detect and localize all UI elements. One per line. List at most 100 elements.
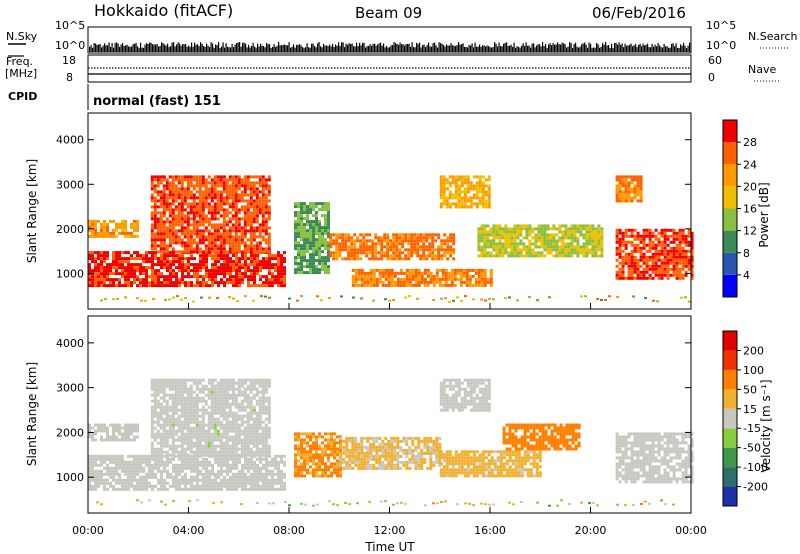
- nsky-bar: [303, 47, 305, 52]
- nsky-bar: [605, 42, 607, 52]
- nsky-bar: [173, 42, 175, 52]
- velocity-near-range-speckle: [96, 499, 675, 507]
- nsky-tick-top: 10^5: [55, 19, 85, 32]
- nsky-bar: [552, 43, 554, 52]
- nsky-bar: [627, 45, 629, 52]
- nsky-bar: [576, 46, 578, 52]
- power-region-8: [615, 228, 694, 280]
- nsky-bar: [140, 42, 142, 52]
- nsky-bar: [488, 45, 490, 52]
- nsky-bar: [294, 47, 296, 52]
- colorbar-segment: [723, 208, 737, 231]
- nsky-bar: [192, 46, 194, 52]
- nsky-bar: [305, 47, 307, 52]
- nsky-bar: [171, 42, 173, 52]
- nsky-bars: [89, 42, 691, 52]
- nsky-bar: [213, 47, 215, 52]
- nsky-bar: [591, 47, 593, 52]
- nsky-bar: [302, 47, 304, 52]
- nsky-bar: [665, 46, 667, 52]
- nsky-bar: [554, 44, 556, 52]
- nsky-bar: [228, 47, 230, 52]
- colorbar-tick-label: 12: [743, 225, 757, 238]
- nsky-bar: [504, 42, 506, 52]
- nsky-bar: [684, 45, 686, 52]
- velocity-cells: [88, 378, 694, 507]
- nsky-bar: [329, 44, 331, 52]
- nsky-bar: [378, 43, 380, 52]
- nsky-bar: [327, 46, 329, 52]
- nsky-bar: [273, 44, 275, 52]
- nsky-bar: [383, 43, 385, 52]
- nsky-bar: [449, 45, 451, 52]
- colorbar-segment: [723, 428, 737, 448]
- nsky-bar: [375, 45, 377, 52]
- nsky-bar: [339, 46, 341, 52]
- nsky-bar: [221, 46, 223, 52]
- nsky-bar: [623, 47, 625, 52]
- nsky-bar: [405, 44, 407, 52]
- time-xlabel: Time UT: [364, 540, 415, 554]
- freq-tick-bottom: 8: [66, 71, 73, 84]
- nsky-bar: [194, 42, 196, 52]
- velocity-region-1: [88, 423, 139, 442]
- colorbar-tick-label: 8: [743, 247, 750, 260]
- nsky-bar: [638, 44, 640, 52]
- xtick-label: 00:00: [675, 524, 707, 537]
- nsky-bar: [689, 42, 691, 52]
- power-panel: 1000 2000 3000 4000 Slant Range [km] 4 8 12 16…: [25, 112, 771, 310]
- nsky-bar: [657, 43, 659, 52]
- station-title: Hokkaido (fitACF): [94, 1, 233, 20]
- nsky-bar: [272, 46, 274, 52]
- nsky-bar: [278, 42, 280, 52]
- nsky-bar: [245, 43, 247, 52]
- nsky-bar: [533, 43, 535, 52]
- nsky-bar: [149, 42, 151, 52]
- nsky-bar: [422, 45, 424, 52]
- nsky-bar: [290, 47, 292, 52]
- nsky-bar: [261, 45, 263, 52]
- nave-label: Nave: [748, 63, 776, 76]
- colorbar-segment: [723, 369, 737, 390]
- nsky-bar: [557, 42, 559, 52]
- nsky-bar: [369, 44, 371, 52]
- nsky-bar: [104, 43, 106, 52]
- nsky-bar: [89, 46, 91, 52]
- nsky-bar: [603, 44, 605, 52]
- nsky-bar: [641, 46, 643, 52]
- colorbar-tick-label: 28: [743, 136, 757, 149]
- nsky-bar: [651, 43, 653, 52]
- nsky-bar: [159, 45, 161, 52]
- nsky-bar: [575, 42, 577, 52]
- nsky-bar: [359, 42, 361, 52]
- nsky-bar: [444, 46, 446, 52]
- nsky-bar: [447, 45, 449, 52]
- nsky-bar: [320, 46, 322, 52]
- nsky-bar: [258, 46, 260, 52]
- nsky-bar: [590, 43, 592, 52]
- power-region-4: [329, 233, 456, 261]
- nsky-bar: [153, 44, 155, 52]
- nsky-bar: [465, 46, 467, 52]
- nsky-bar: [617, 44, 619, 52]
- nsky-bar: [138, 47, 140, 52]
- nsky-bar: [263, 46, 265, 52]
- power-cells: [88, 175, 694, 303]
- nsky-bar: [644, 45, 646, 52]
- nsky-bar: [180, 45, 182, 52]
- nsky-bar: [321, 47, 323, 52]
- nsky-bar: [209, 47, 211, 52]
- nsky-bar: [648, 47, 650, 52]
- nsky-bar: [527, 45, 529, 52]
- beam-title: Beam 09: [355, 4, 422, 22]
- colorbar-segment: [723, 164, 737, 187]
- nsky-bar: [413, 47, 415, 52]
- nsky-bar: [255, 47, 257, 52]
- nsky-bar: [122, 42, 124, 52]
- nsky-bar: [597, 44, 599, 52]
- velocity-ylabel: Slant Range [km]: [25, 362, 39, 466]
- nsky-bar: [560, 44, 562, 52]
- nsky-bar: [186, 46, 188, 52]
- nsky-bar: [224, 47, 226, 52]
